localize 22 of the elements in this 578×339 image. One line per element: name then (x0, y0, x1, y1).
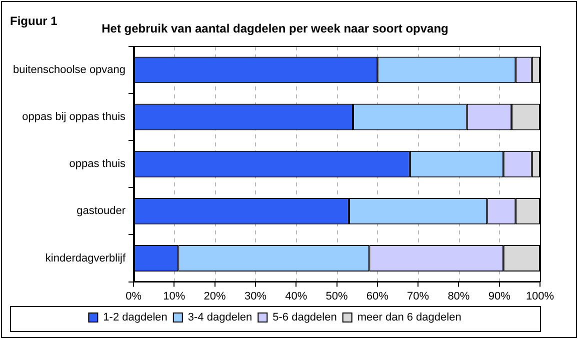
x-tick-label: 20% (204, 290, 226, 302)
x-tick-label: 10% (163, 290, 186, 302)
chart-title: Het gebruik van aantal dagdelen per week naar soort opvang (102, 22, 448, 36)
legend-label: 1-2 dagdelen (103, 312, 168, 324)
x-tick-label: 70% (407, 290, 430, 302)
y-tick-label: buitenschoolse opvang (13, 64, 126, 76)
y-tick-label: oppas bij oppas thuis (22, 111, 126, 124)
x-tick-label: 60% (366, 290, 389, 302)
legend-label: 3-4 dagdelen (188, 312, 252, 324)
legend-label: 5-6 dagdelen (272, 312, 337, 324)
legend-label: meer dan 6 dagdelen (357, 312, 462, 324)
y-tick-label: gastouder (76, 205, 126, 218)
x-tick-label: 100% (526, 290, 554, 302)
x-tick-label: 40% (285, 290, 308, 302)
x-tick-label: 90% (488, 290, 511, 302)
text: Figuur 1 (10, 14, 58, 28)
x-tick-label: 80% (448, 290, 470, 302)
x-tick-label: 50% (326, 290, 348, 302)
y-tick-label: kinderdagverblijf (45, 252, 126, 264)
x-tick-label: 0% (126, 290, 142, 302)
y-tick-label: oppas thuis (69, 158, 126, 170)
x-tick-label: 30% (244, 290, 267, 302)
